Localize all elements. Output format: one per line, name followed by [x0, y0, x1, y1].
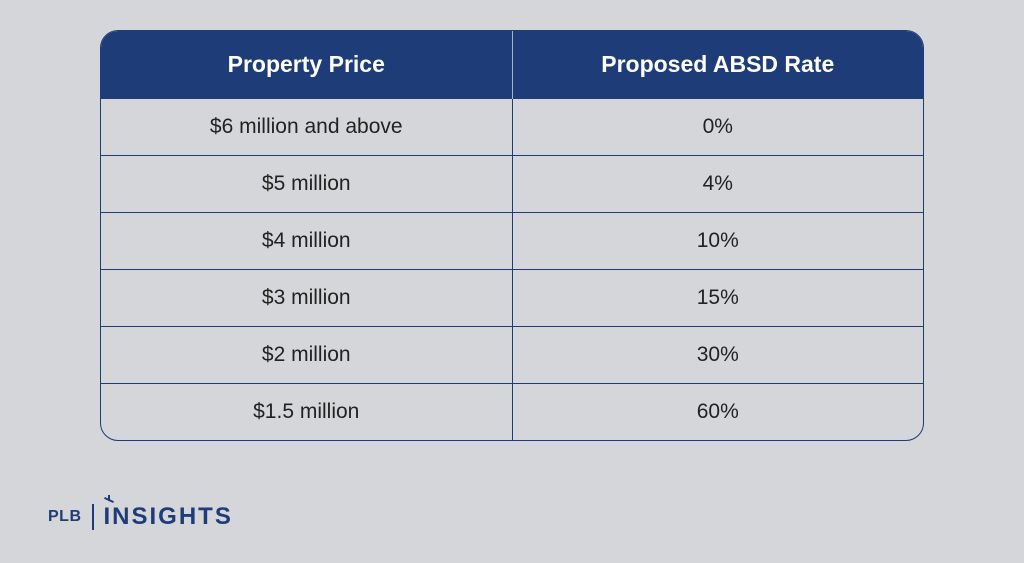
cell-absd-rate: 4% [512, 156, 923, 213]
cell-property-price: $1.5 million [101, 384, 512, 441]
cell-property-price: $2 million [101, 327, 512, 384]
table-row: $3 million 15% [101, 270, 923, 327]
absd-rate-table: Property Price Proposed ABSD Rate $6 mil… [100, 30, 924, 441]
table: Property Price Proposed ABSD Rate $6 mil… [101, 31, 923, 440]
cell-absd-rate: 60% [512, 384, 923, 441]
spark-icon [104, 495, 114, 505]
footer-brand-small: PLB [48, 508, 82, 526]
cell-property-price: $4 million [101, 213, 512, 270]
cell-property-price: $5 million [101, 156, 512, 213]
table-header-absd-rate: Proposed ABSD Rate [512, 31, 923, 99]
cell-property-price: $6 million and above [101, 99, 512, 156]
table-row: $4 million 10% [101, 213, 923, 270]
footer-brand-large-text: INSIGHTS [104, 503, 233, 530]
footer-logo: PLB INSIGHTS [48, 503, 233, 531]
table-row: $5 million 4% [101, 156, 923, 213]
table-header-property-price: Property Price [101, 31, 512, 99]
table-row: $6 million and above 0% [101, 99, 923, 156]
cell-absd-rate: 15% [512, 270, 923, 327]
cell-property-price: $3 million [101, 270, 512, 327]
cell-absd-rate: 10% [512, 213, 923, 270]
cell-absd-rate: 30% [512, 327, 923, 384]
footer-separator [92, 504, 94, 530]
cell-absd-rate: 0% [512, 99, 923, 156]
table-row: $2 million 30% [101, 327, 923, 384]
footer-brand-large: INSIGHTS [104, 503, 233, 531]
table-row: $1.5 million 60% [101, 384, 923, 441]
table-header-row: Property Price Proposed ABSD Rate [101, 31, 923, 99]
